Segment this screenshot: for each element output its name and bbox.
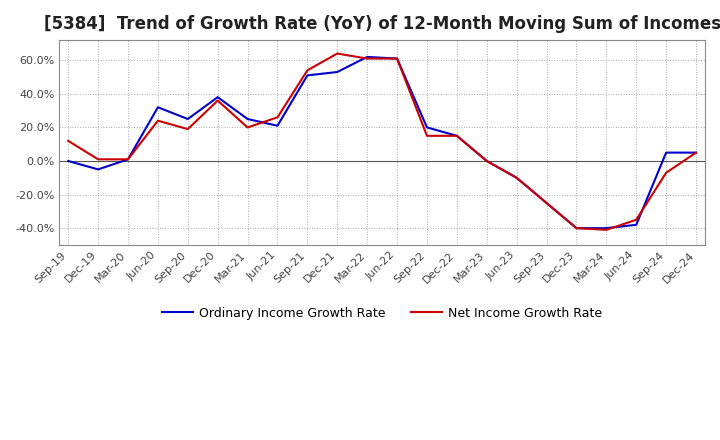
Net Income Growth Rate: [64, 138, 73, 143]
Ordinary Income Growth Rate: [602, 226, 611, 231]
Ordinary Income Growth Rate: [542, 200, 551, 205]
Ordinary Income Growth Rate: [333, 70, 341, 75]
Ordinary Income Growth Rate: [482, 158, 491, 164]
Ordinary Income Growth Rate: [392, 56, 401, 61]
Net Income Growth Rate: [243, 125, 252, 130]
Net Income Growth Rate: [124, 157, 132, 162]
Line: Ordinary Income Growth Rate: Ordinary Income Growth Rate: [68, 57, 696, 228]
Line: Net Income Growth Rate: Net Income Growth Rate: [68, 54, 696, 230]
Net Income Growth Rate: [153, 118, 162, 123]
Ordinary Income Growth Rate: [572, 226, 581, 231]
Net Income Growth Rate: [602, 227, 611, 232]
Ordinary Income Growth Rate: [632, 222, 641, 227]
Net Income Growth Rate: [392, 56, 401, 61]
Ordinary Income Growth Rate: [453, 133, 462, 139]
Ordinary Income Growth Rate: [124, 157, 132, 162]
Net Income Growth Rate: [513, 175, 521, 180]
Net Income Growth Rate: [273, 115, 282, 120]
Net Income Growth Rate: [692, 150, 701, 155]
Ordinary Income Growth Rate: [692, 150, 701, 155]
Net Income Growth Rate: [572, 226, 581, 231]
Title: [5384]  Trend of Growth Rate (YoY) of 12-Month Moving Sum of Incomes: [5384] Trend of Growth Rate (YoY) of 12-…: [43, 15, 720, 33]
Net Income Growth Rate: [184, 126, 192, 132]
Ordinary Income Growth Rate: [184, 117, 192, 122]
Net Income Growth Rate: [632, 217, 641, 222]
Legend: Ordinary Income Growth Rate, Net Income Growth Rate: Ordinary Income Growth Rate, Net Income …: [157, 302, 608, 325]
Ordinary Income Growth Rate: [213, 95, 222, 100]
Ordinary Income Growth Rate: [243, 117, 252, 122]
Net Income Growth Rate: [303, 68, 312, 73]
Ordinary Income Growth Rate: [64, 158, 73, 164]
Ordinary Income Growth Rate: [153, 105, 162, 110]
Net Income Growth Rate: [423, 133, 431, 139]
Net Income Growth Rate: [363, 56, 372, 61]
Net Income Growth Rate: [94, 157, 102, 162]
Net Income Growth Rate: [542, 200, 551, 205]
Net Income Growth Rate: [482, 158, 491, 164]
Net Income Growth Rate: [453, 133, 462, 139]
Ordinary Income Growth Rate: [423, 125, 431, 130]
Ordinary Income Growth Rate: [662, 150, 670, 155]
Ordinary Income Growth Rate: [94, 167, 102, 172]
Ordinary Income Growth Rate: [273, 123, 282, 128]
Net Income Growth Rate: [213, 98, 222, 103]
Ordinary Income Growth Rate: [363, 54, 372, 59]
Net Income Growth Rate: [333, 51, 341, 56]
Ordinary Income Growth Rate: [513, 175, 521, 180]
Ordinary Income Growth Rate: [303, 73, 312, 78]
Net Income Growth Rate: [662, 170, 670, 176]
